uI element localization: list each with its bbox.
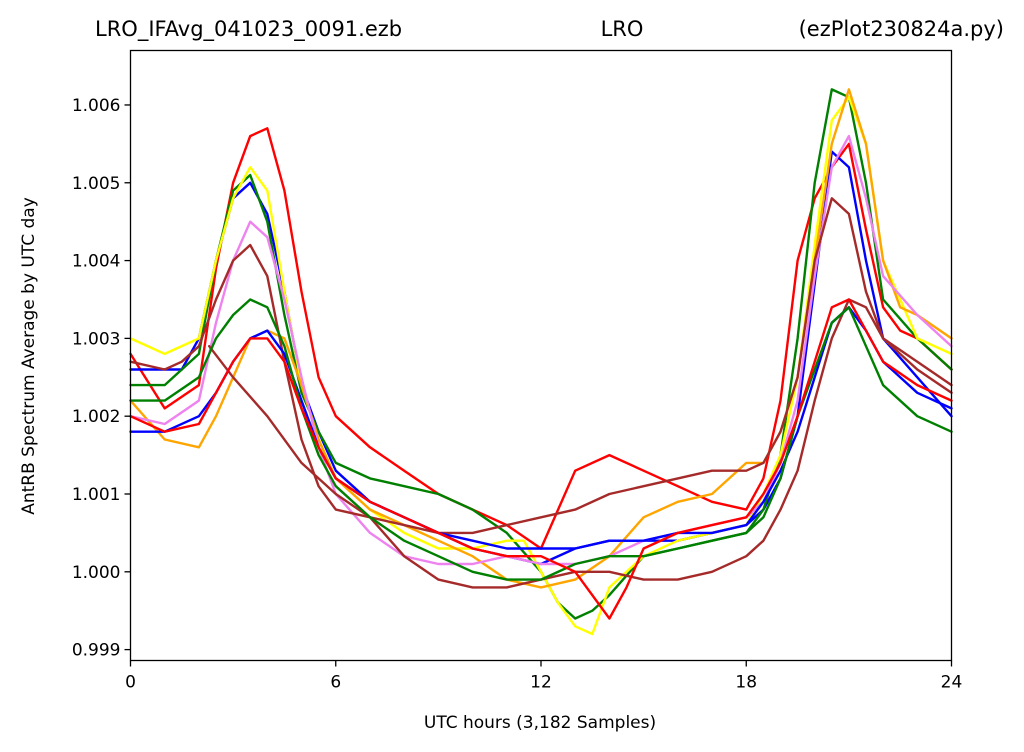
series-line-7: [129, 197, 953, 535]
x-tick-label: 0: [125, 673, 136, 693]
y-tick-label: 1.001: [72, 485, 121, 505]
y-tick-label: 1.004: [72, 252, 121, 272]
y-tick-label: 1.003: [72, 329, 121, 349]
chart-title-center: LRO: [601, 17, 644, 41]
x-tick-label: 24: [941, 673, 963, 693]
tick-layer: 0 6 12 18 24 0.999 1.000 1.001 1.002 1.003 1.004 1.…: [72, 96, 962, 693]
y-tick-label: 1.005: [72, 174, 121, 194]
y-axis-label: AntRB Spectrum Average by UTC day: [19, 197, 39, 515]
chart-title-right: (ezPlot230824a.py): [799, 17, 1004, 41]
y-tick-label: 0.999: [72, 641, 121, 661]
x-tick-label: 6: [330, 673, 341, 693]
x-tick-label: 12: [530, 673, 552, 693]
x-axis-label: UTC hours (3,182 Samples): [424, 713, 656, 733]
series-line-11: [129, 298, 953, 620]
y-tick-label: 1.002: [72, 407, 121, 427]
series-line-4: [129, 95, 953, 636]
plot-frame: [129, 49, 953, 662]
series-line-9: [129, 306, 953, 550]
y-tick-label: 1.006: [72, 96, 121, 116]
chart-title-left: LRO_IFAvg_041023_0091.ezb: [95, 17, 402, 42]
x-tick-label: 18: [735, 673, 757, 693]
y-tick-label: 1.000: [72, 563, 121, 583]
series-line-6: [129, 134, 953, 566]
series-line-10: [129, 298, 953, 581]
series-layer: [129, 88, 953, 636]
